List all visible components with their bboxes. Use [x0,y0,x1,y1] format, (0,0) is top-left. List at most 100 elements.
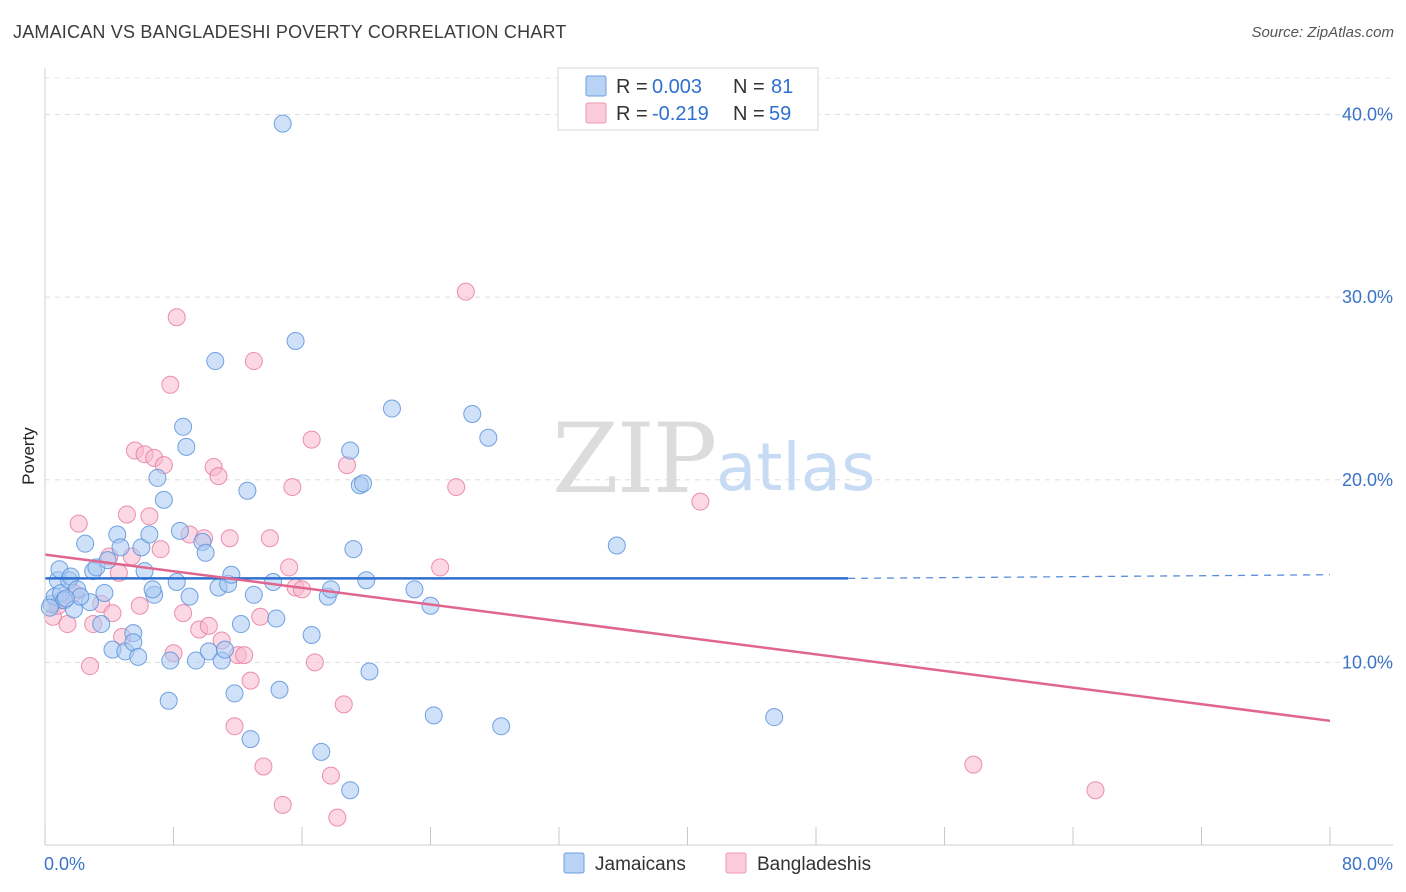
jamaican-point [344,540,363,559]
jamaican-point [267,609,286,628]
y-tick-label: 10.0% [1342,652,1393,672]
legend-n-value-1: 81 [771,76,793,98]
bangladeshi-point [328,808,347,827]
jamaican-point [215,640,234,659]
jamaican-point [312,742,331,761]
jamaican-point [238,481,257,500]
bottom-legend-label-jamaicans: Jamaicans [595,854,686,875]
jamaican-point [270,680,289,699]
bangladeshi-point [283,478,302,497]
bangladeshi-point [337,456,356,475]
legend-n-label-2: N = [733,103,765,125]
bangladeshi-point [431,558,450,577]
bangladeshi-point [244,352,263,371]
legend-r-value-2: -0.219 [652,103,709,125]
bottom-legend-swatch-bangladeshis [725,852,747,874]
bangladeshi-point [334,695,353,714]
jamaican-point [264,573,283,592]
jamaican-point [98,551,117,570]
bangladeshi-point [117,505,136,524]
jamaican-point [143,580,162,599]
bangladeshi-point [241,671,260,690]
bangladeshi-point [103,604,122,623]
bangladeshi-point [220,529,239,548]
jamaican-point [167,573,186,592]
jamaican-point [161,651,180,670]
jamaican-point [357,571,376,590]
x-tick-label-min: 0.0% [44,854,85,874]
y-axis-label: Poverty [19,427,38,485]
jamaican-point [180,587,199,606]
jamaican-point [111,538,130,557]
jamaican-point [206,352,225,371]
jamaican-point [286,331,305,350]
bangladeshi-point [69,514,88,533]
bangladeshi-point [691,492,710,511]
legend-r-label-1: R = [616,76,648,98]
jamaican-point [148,468,167,487]
jamaican-point [424,706,443,725]
bangladeshi-point [1086,781,1105,800]
jamaican-point [56,589,75,608]
jamaican-point [360,662,379,681]
jamaican-point [140,525,159,544]
bangladeshi-point [140,507,159,526]
bangladeshi-point [151,540,170,559]
jamaican-point [492,717,511,736]
jamaican-point [341,781,360,800]
bangladeshi-point [167,308,186,327]
bangladeshi-point [964,755,983,774]
jamaican-point [76,534,95,553]
y-tick-label: 20.0% [1342,470,1393,490]
bangladeshi-point [235,646,254,665]
jamaican-point [177,437,196,456]
jamaican-point [607,536,626,555]
bangladeshi-point [225,717,244,736]
bottom-legend-swatch-jamaicans [563,852,585,874]
bottom-legend-label-bangladeshis: Bangladeshis [757,854,871,875]
jamaican-point [95,583,114,602]
bangladeshi-point [456,282,475,301]
bottom-legend: Jamaicans Bangladeshis [563,852,871,875]
bangladeshi-point [321,766,340,785]
chart-title: JAMAICAN VS BANGLADESHI POVERTY CORRELAT… [13,22,567,42]
y-tick-label: 40.0% [1342,105,1393,125]
jamaican-point [302,625,321,644]
legend-box: R = 0.003 N = 81 R = -0.219 N = 59 [557,67,819,131]
watermark-atlas: atlas [716,429,876,506]
legend-r-value-1: 0.003 [652,76,702,98]
bangladeshi-point [199,616,218,635]
bangladeshi-trend-line [44,553,1331,723]
legend-swatch-bangladeshis [585,102,607,124]
jamaican-point [479,428,498,447]
gridlines [45,77,1392,663]
bangladeshi-point [174,604,193,623]
watermark: ZIP atlas [552,403,876,515]
jamaican-point [321,580,340,599]
jamaican-point [405,580,424,599]
jamaican-point [225,684,244,703]
x-tick-label-max: 80.0% [1342,854,1393,874]
jamaican-point [129,647,148,666]
bangladeshi-point [209,467,228,486]
watermark-zip: ZIP [552,403,715,515]
bangladeshi-point [251,607,270,626]
bangladeshi-point [447,478,466,497]
jamaican-point [174,417,193,436]
jamaican-point [40,598,59,617]
jamaican-point [273,114,292,133]
jamaican-point [196,543,215,562]
jamaican-point [186,651,205,670]
jamaican-point [382,399,401,418]
bangladeshi-point [273,795,292,814]
legend-n-value-2: 59 [769,103,791,125]
axes [44,68,1393,846]
legend-r-label-2: R = [616,103,648,125]
jamaican-point [159,691,178,710]
jamaican-trend-extension [848,574,1331,580]
source-label: Source: ZipAtlas.com [1251,24,1394,41]
bangladeshi-point [280,558,299,577]
jamaican-point [170,521,189,540]
jamaican-point [354,474,373,493]
